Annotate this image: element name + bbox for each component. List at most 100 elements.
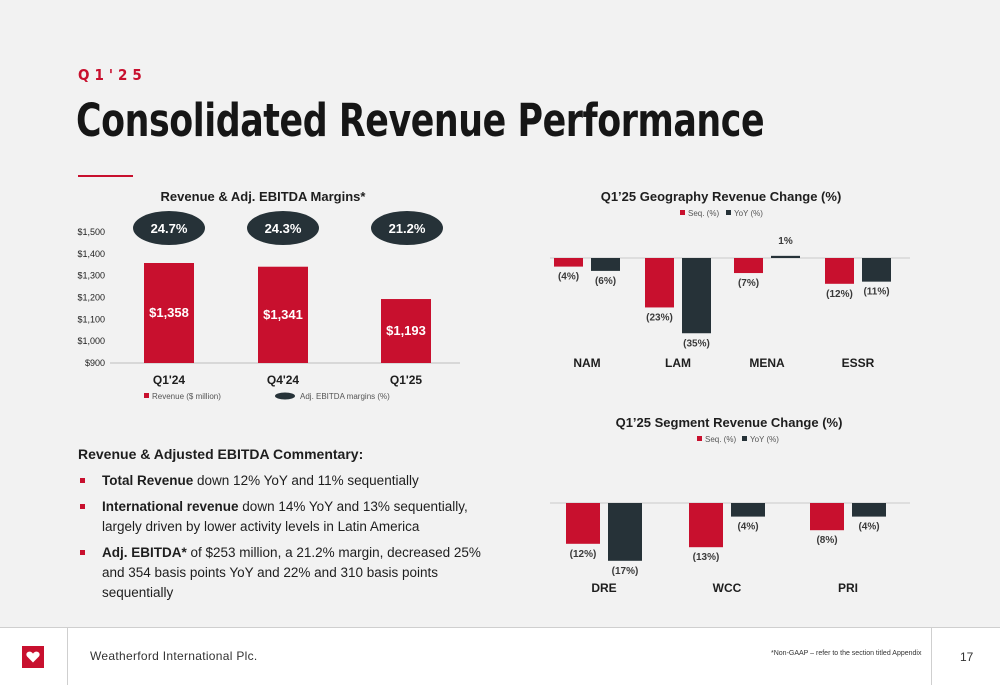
yoy-bar xyxy=(852,503,886,517)
legend-label-seq: Seq. (%) xyxy=(688,209,719,218)
yoy-value-label: (11%) xyxy=(863,287,889,298)
yoy-bar xyxy=(771,255,800,258)
legend-swatch-seq xyxy=(680,210,685,215)
ebitda-margin-label: 24.7% xyxy=(151,221,188,236)
ebitda-margin-label: 21.2% xyxy=(389,221,426,236)
yoy-bar xyxy=(608,503,642,561)
y-tick-label: $1,100 xyxy=(77,314,105,324)
ebitda-margin-pill xyxy=(371,211,443,245)
commentary-item-text: down 12% YoY and 11% sequentially xyxy=(193,473,419,488)
footnote: *Non-GAAP – refer to the section titled … xyxy=(771,650,922,657)
yoy-bar xyxy=(591,258,620,271)
y-tick-label: $1,500 xyxy=(77,227,105,237)
heart-logo-icon xyxy=(22,646,44,668)
y-tick-label: $900 xyxy=(85,358,105,368)
legend-swatch-ebitda xyxy=(275,392,295,400)
bullet-icon xyxy=(80,504,85,509)
footer-divider xyxy=(67,628,68,685)
commentary-item-adj-ebitda: Adj. EBITDA* of $253 million, a 21.2% ma… xyxy=(78,543,498,603)
y-tick-label: $1,000 xyxy=(77,336,105,346)
yoy-value-label: (4%) xyxy=(737,522,758,533)
seq-value-label: (12%) xyxy=(826,289,853,300)
seq-value-label: (23%) xyxy=(646,312,673,323)
seq-bar xyxy=(554,258,583,267)
legend-swatch-revenue xyxy=(144,393,149,398)
revenue-bar-label: $1,193 xyxy=(386,323,426,338)
commentary-item-international-revenue: International revenue down 14% YoY and 1… xyxy=(78,497,498,537)
legend-label-revenue: Revenue ($ million) xyxy=(152,392,221,401)
commentary-item-total-revenue: Total Revenue down 12% YoY and 11% seque… xyxy=(78,471,498,491)
commentary-item-bold: Adj. EBITDA* xyxy=(102,545,187,560)
seq-value-label: (13%) xyxy=(693,552,720,563)
chart-title: Q1’25 Geography Revenue Change (%) xyxy=(601,189,842,204)
page-title: Consolidated Revenue Performance xyxy=(76,94,765,147)
revenue-bar xyxy=(144,263,194,363)
legend: Revenue ($ million) Adj. EBITDA margins … xyxy=(144,392,390,401)
revenue-ebitda-chart: Revenue & Adj. EBITDA Margins* $900 $1,00… xyxy=(77,189,460,401)
seq-value-label: (7%) xyxy=(738,278,759,289)
seq-bar xyxy=(689,503,723,548)
revenue-bar xyxy=(258,266,308,363)
seq-value-label: (12%) xyxy=(570,549,597,560)
yoy-value-label: (35%) xyxy=(683,338,710,349)
y-tick-label: $1,300 xyxy=(77,271,105,281)
seq-bar xyxy=(645,258,674,308)
yoy-value-label: (6%) xyxy=(595,276,616,287)
company-name: Weatherford International Plc. xyxy=(90,649,258,663)
legend-label-yoy: YoY (%) xyxy=(734,209,763,218)
geography-change-chart: Q1’25 Geography Revenue Change (%) Seq. … xyxy=(550,189,910,370)
ebitda-margin-pill xyxy=(133,211,205,245)
category-label: LAM xyxy=(665,356,691,370)
y-tick-label: $1,400 xyxy=(77,249,105,259)
segment-change-chart: Q1’25 Segment Revenue Change (%) Seq. (%… xyxy=(550,415,910,595)
commentary-list: Total Revenue down 12% YoY and 11% seque… xyxy=(78,471,498,603)
category-label: NAM xyxy=(573,356,600,370)
y-tick-label: $1,200 xyxy=(77,293,105,303)
legend-label-ebitda: Adj. EBITDA margins (%) xyxy=(300,392,390,401)
category-label: ESSR xyxy=(842,356,875,370)
section-eyebrow: Q1'25 xyxy=(78,66,147,84)
revenue-bar xyxy=(381,299,431,363)
category-label: DRE xyxy=(591,581,616,595)
category-label: MENA xyxy=(749,356,785,370)
ebitda-margin-pill xyxy=(247,211,319,245)
legend-swatch-yoy xyxy=(726,210,731,215)
seq-value-label: (8%) xyxy=(816,535,837,546)
category-label: Q4'24 xyxy=(267,373,300,387)
commentary-item-bold: Total Revenue xyxy=(102,473,194,488)
category-label: WCC xyxy=(713,581,742,595)
legend-label-seq: Seq. (%) xyxy=(705,435,736,444)
legend-swatch-yoy xyxy=(742,436,747,441)
seq-value-label: (4%) xyxy=(558,272,579,283)
footer: Weatherford International Plc. *Non-GAAP… xyxy=(0,627,1000,685)
revenue-bar-label: $1,341 xyxy=(263,307,303,322)
legend: Seq. (%) YoY (%) xyxy=(697,435,779,444)
title-accent-rule xyxy=(78,175,133,177)
commentary-item-text: down 14% YoY and 13% sequentially, large… xyxy=(102,499,468,534)
seq-bar xyxy=(566,503,600,544)
category-label: Q1'24 xyxy=(153,373,186,387)
commentary-section: Revenue & Adjusted EBITDA Commentary: To… xyxy=(78,446,498,609)
commentary-heading: Revenue & Adjusted EBITDA Commentary: xyxy=(78,446,364,462)
yoy-bar xyxy=(731,503,765,517)
yoy-value-label: (4%) xyxy=(858,522,879,533)
seq-bar xyxy=(734,258,763,274)
legend: Seq. (%) YoY (%) xyxy=(680,209,763,218)
commentary-item-bold: International revenue xyxy=(102,499,239,514)
page-number: 17 xyxy=(960,650,974,664)
chart-title: Revenue & Adj. EBITDA Margins* xyxy=(161,189,367,204)
commentary-item-text: of $253 million, a 21.2% margin, decreas… xyxy=(102,545,481,600)
seq-bar xyxy=(810,503,844,531)
seq-bar xyxy=(825,258,854,284)
bullet-icon xyxy=(80,550,85,555)
ebitda-margin-label: 24.3% xyxy=(265,221,302,236)
chart-title: Q1’25 Segment Revenue Change (%) xyxy=(616,415,843,430)
yoy-bar xyxy=(862,258,891,282)
category-label: Q1'25 xyxy=(390,373,423,387)
yoy-value-label: 1% xyxy=(778,236,793,247)
bullet-icon xyxy=(80,478,85,483)
legend-label-yoy: YoY (%) xyxy=(750,435,779,444)
yoy-bar xyxy=(682,258,711,334)
footer-divider xyxy=(931,628,932,685)
legend-swatch-seq xyxy=(697,436,702,441)
